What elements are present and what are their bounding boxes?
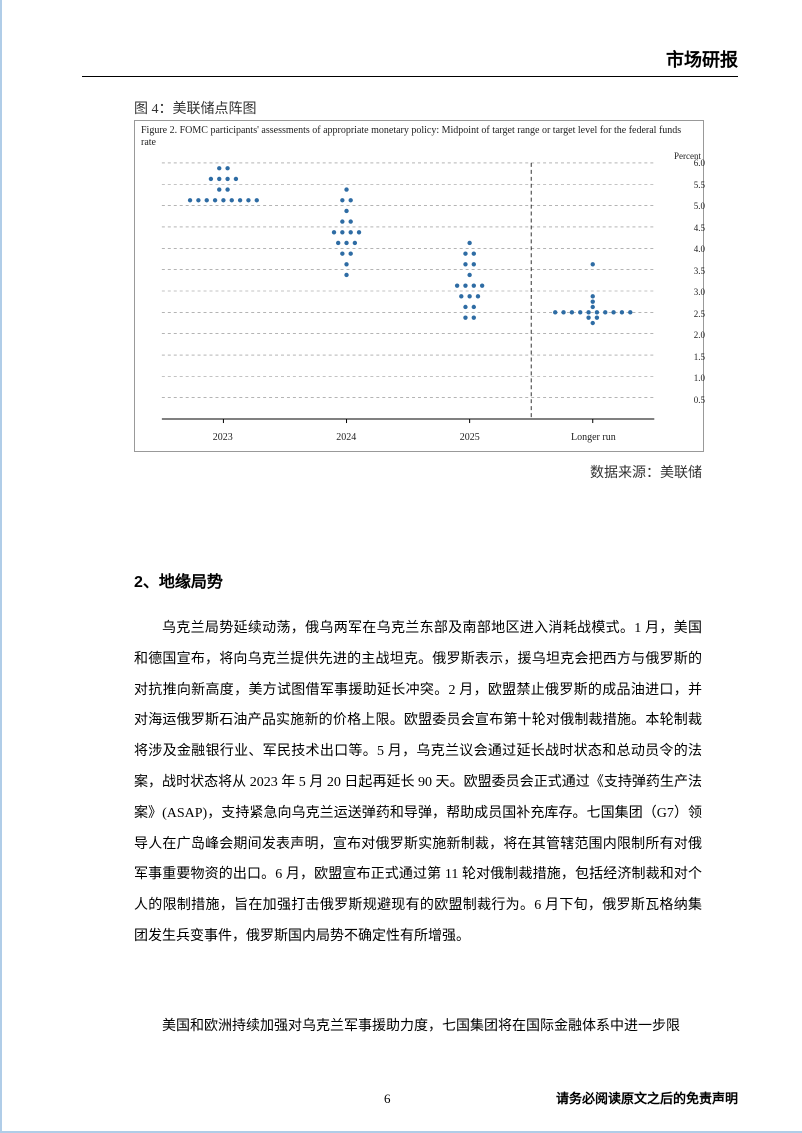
footer-disclaimer: 请务必阅读原文之后的免责声明 — [556, 1088, 738, 1107]
y-axis-label: 2.5 — [694, 309, 705, 319]
header-divider — [82, 76, 738, 77]
body-paragraph-2: 美国和欧洲持续加强对乌克兰军事援助力度，七国集团将在国际金融体系中进一步限 — [134, 1012, 702, 1043]
y-axis-label: 4.5 — [694, 223, 705, 233]
y-axis-label: 6.0 — [694, 158, 705, 168]
figure-caption: 图 4：美联储点阵图 — [134, 98, 257, 118]
y-axis-label: 3.5 — [694, 266, 705, 276]
section-heading: 2、地缘局势 — [134, 568, 223, 592]
y-axis-label: 3.0 — [694, 287, 705, 297]
y-axis-label: 0.5 — [694, 395, 705, 405]
chart-title: Figure 2. FOMC participants' assessments… — [141, 125, 697, 149]
y-axis-label: 1.5 — [694, 352, 705, 362]
x-axis-label: 2025 — [460, 432, 480, 443]
y-axis-label: 5.0 — [694, 201, 705, 211]
dot-plot-chart: Figure 2. FOMC participants' assessments… — [134, 120, 704, 452]
y-axis-label: 5.5 — [694, 180, 705, 190]
chart-svg — [153, 151, 685, 427]
data-source: 数据来源：美联储 — [590, 462, 702, 482]
body-paragraph-1: 乌克兰局势延续动荡，俄乌两军在乌克兰东部及南部地区进入消耗战模式。1 月，美国和… — [134, 614, 702, 953]
page-number: 6 — [384, 1091, 391, 1107]
y-axis-label: 2.0 — [694, 330, 705, 340]
chart-plot-area — [153, 151, 685, 427]
x-axis-label: Longer run — [571, 432, 616, 443]
page-title: 市场研报 — [666, 46, 738, 72]
x-axis-label: 2024 — [336, 432, 356, 443]
y-axis-label: 1.0 — [694, 373, 705, 383]
y-axis-label: 4.0 — [694, 244, 705, 254]
page: 市场研报 图 4：美联储点阵图 Figure 2. FOMC participa… — [0, 0, 802, 1133]
x-axis-label: 2023 — [213, 432, 233, 443]
